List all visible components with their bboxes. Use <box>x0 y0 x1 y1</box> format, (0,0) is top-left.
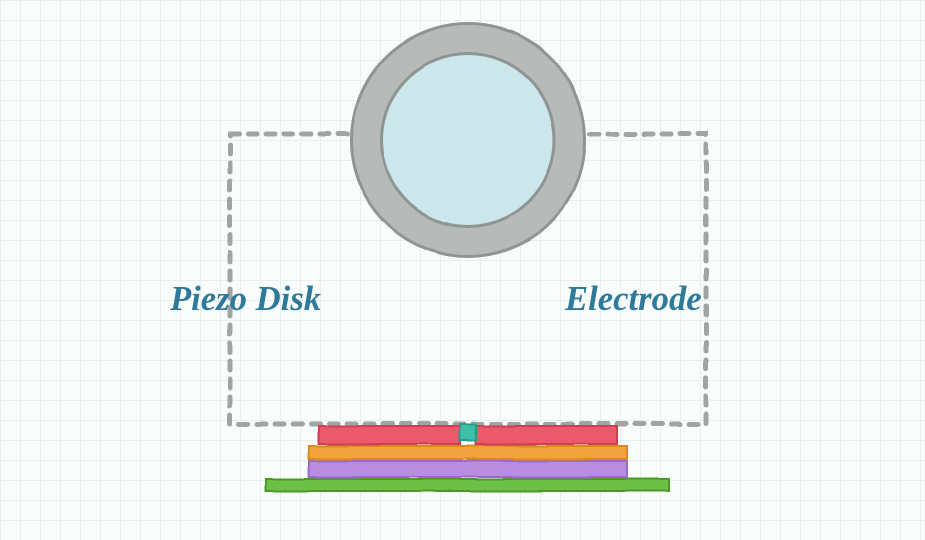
cross-section-substrate <box>308 460 628 478</box>
label-piezo-disk: Piezo Disk <box>170 280 321 319</box>
diagram-stage: Piezo Disk Electrode <box>0 0 925 540</box>
cross-section-electrode-right <box>475 425 618 445</box>
cross-section-base <box>265 478 670 492</box>
label-electrode: Electrode <box>565 280 702 319</box>
cross-section-piezo <box>308 445 628 460</box>
cross-section-contact-pad <box>459 423 477 441</box>
cross-section-electrode-left <box>318 425 461 445</box>
piezo-disk-face <box>380 52 556 228</box>
